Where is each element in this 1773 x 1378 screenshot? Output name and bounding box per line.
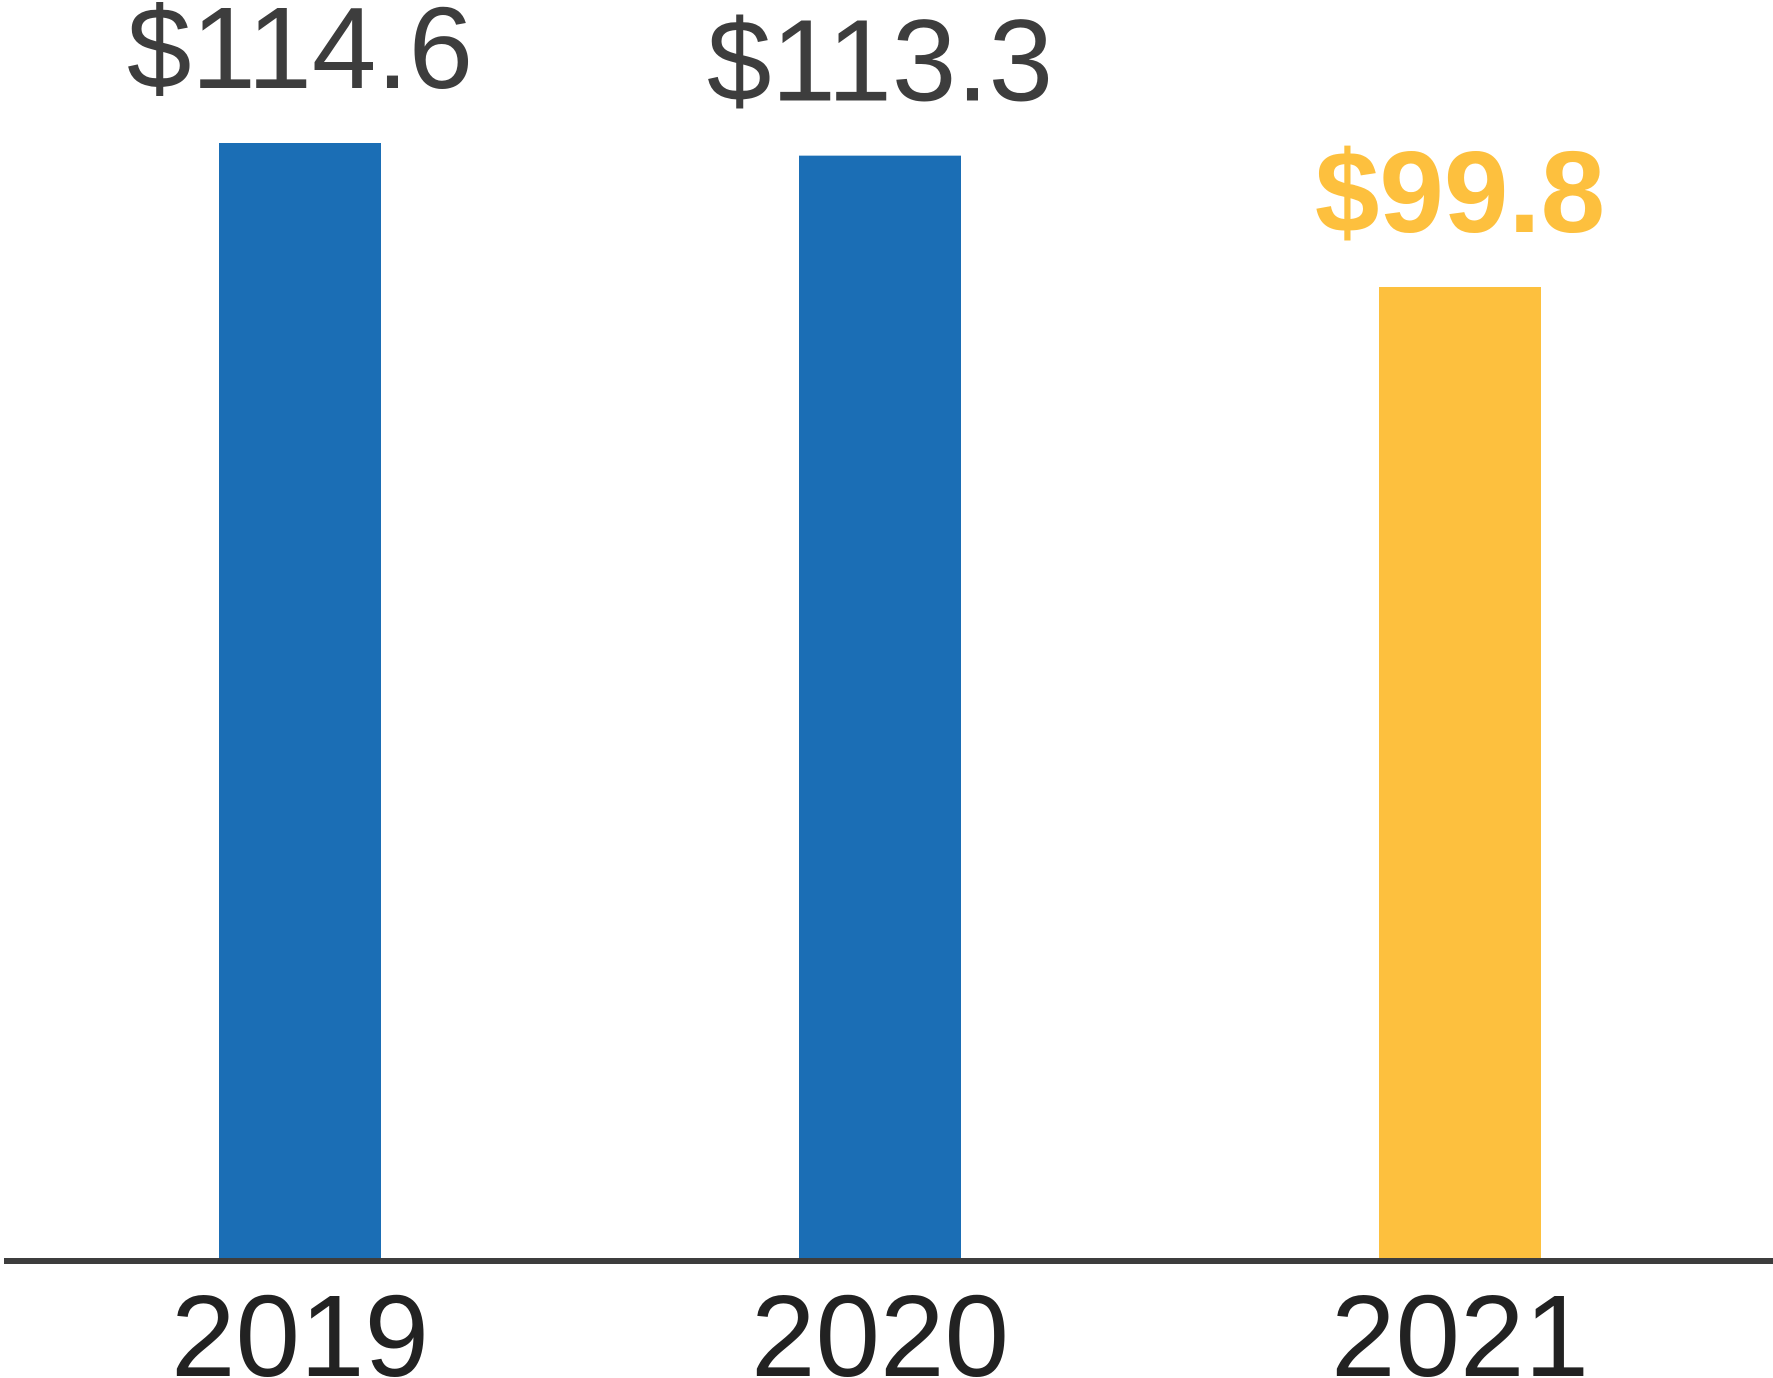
value-label-2019: $114.6 [127, 0, 473, 113]
value-labels-group: $114.6 $113.3 $99.8 [127, 0, 1605, 257]
value-label-2021: $99.8 [1315, 127, 1605, 257]
x-tick-label-2020: 2020 [751, 1271, 1009, 1378]
bar-2019 [219, 143, 381, 1258]
bar-2020 [799, 155, 961, 1259]
x-tick-label-2021: 2021 [1331, 1271, 1589, 1378]
value-label-2020: $113.3 [707, 0, 1053, 126]
x-tick-label-2019: 2019 [171, 1271, 429, 1378]
bar-2021 [1379, 286, 1541, 1258]
x-tick-labels-group: 2019 2020 2021 [171, 1271, 1589, 1378]
bars-group [219, 143, 1541, 1259]
